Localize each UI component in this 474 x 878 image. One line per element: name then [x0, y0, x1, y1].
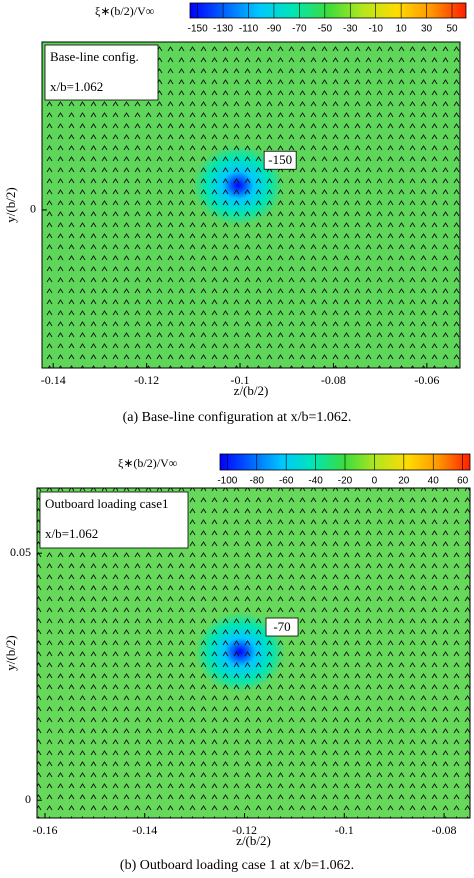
colorbar-tick-label: -60: [279, 476, 294, 487]
colorbar-tick-label: 30: [421, 24, 433, 35]
annotation: x/b=1.062: [50, 79, 103, 94]
colorbar-tick-label: 20: [398, 476, 410, 487]
plot-frame: [41, 41, 461, 369]
y-axis-label: y/(b/2): [3, 635, 18, 670]
colorbar-title: ξ∗(b/2)/V∞: [95, 4, 154, 18]
x-tick-label: -0.16: [32, 823, 57, 837]
caption: (b) Outboard loading case 1 at x/b=1.062…: [120, 858, 354, 873]
colorbar-tick-label: -130: [213, 24, 233, 35]
colorbar-tick-label: -100: [217, 476, 237, 487]
colorbar-tick-label: -10: [368, 24, 383, 35]
x-tick-label: -0.12: [134, 373, 159, 387]
x-tick-label: -0.1: [231, 373, 250, 387]
annotation-box: [39, 491, 189, 549]
y-tick-label: 0: [25, 792, 31, 806]
x-tick-label: -0.14: [132, 823, 157, 837]
colorbar-tick-label: -30: [343, 24, 358, 35]
x-tick-label: -0.06: [414, 373, 439, 387]
annotation: x/b=1.062: [45, 526, 98, 541]
x-tick-label: -0.08: [321, 373, 346, 387]
x-tick-label: -0.12: [232, 823, 257, 837]
plot-frame: [36, 487, 471, 819]
colorbar-tick-label: -40: [308, 476, 323, 487]
x-tick-label: -0.14: [41, 373, 66, 387]
peak-label-box: [263, 150, 297, 170]
colorbar-tick-label: 10: [396, 24, 408, 35]
colorbar-tick-label: -80: [250, 476, 265, 487]
x-tick-label: -0.08: [432, 823, 457, 837]
peak-label: -150: [268, 152, 292, 167]
colorbar-tick-label: 50: [446, 24, 458, 35]
caption: (a) Base-line configuration at x/b=1.062…: [123, 410, 352, 425]
colorbar-tick-label: -70: [292, 24, 307, 35]
x-tick-label: -0.1: [335, 823, 354, 837]
annotation: Base-line config.: [50, 49, 139, 64]
colorbar-tick-label: 60: [457, 476, 469, 487]
colorbar: [189, 2, 467, 19]
colorbar-tick-label: -20: [338, 476, 353, 487]
x-axis-label: z/(b/2): [236, 833, 271, 848]
annotation-box: [44, 44, 159, 101]
colorbar-tick-label: 0: [372, 476, 378, 487]
y-tick-label: 0: [30, 202, 36, 216]
colorbar-tick-label: -90: [267, 24, 282, 35]
colorbar-tick-label: -50: [318, 24, 333, 35]
x-axis-label: z/(b/2): [234, 383, 269, 398]
colorbar-tick-label: -150: [188, 24, 208, 35]
peak-label-box: [265, 617, 299, 637]
peak-label: -70: [273, 619, 290, 634]
y-axis-label: y/(b/2): [3, 187, 18, 222]
colorbar-tick-label: 40: [428, 476, 440, 487]
colorbar-tick-label: -110: [239, 24, 259, 35]
annotation: Outboard loading case1: [45, 496, 168, 511]
y-tick-label: 0.05: [10, 545, 31, 559]
colorbar-title: ξ∗(b/2)/V∞: [118, 456, 177, 470]
